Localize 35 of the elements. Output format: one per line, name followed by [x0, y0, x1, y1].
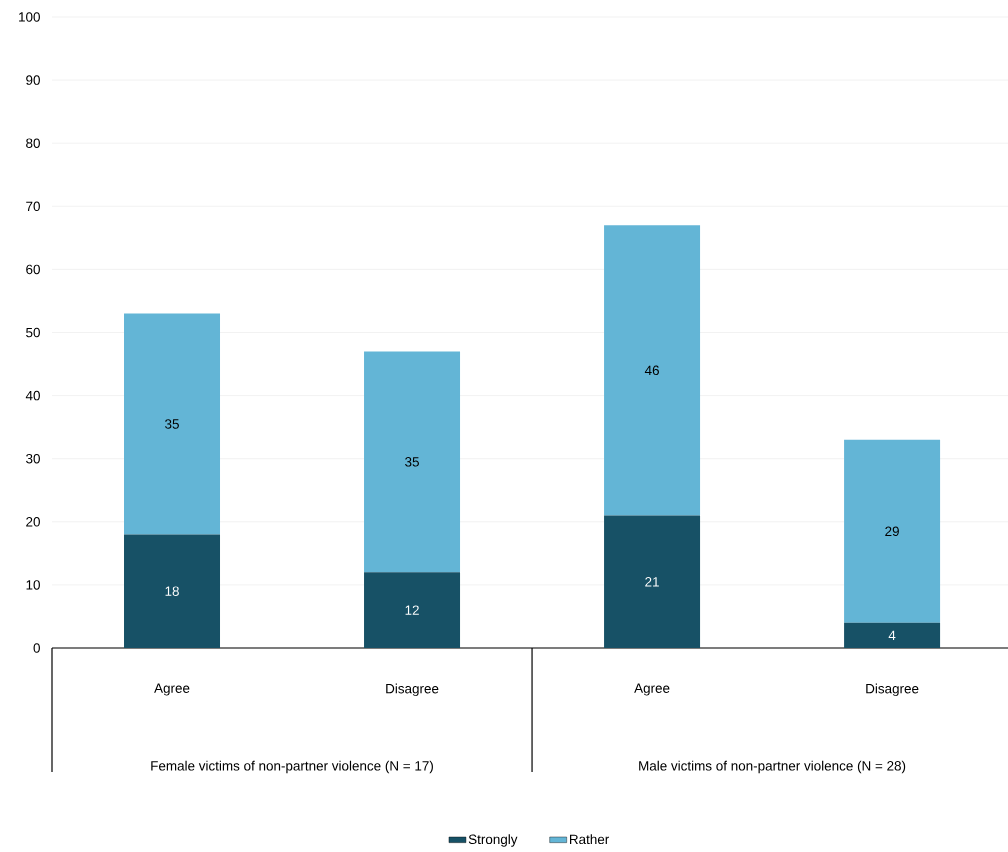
y-tick-label: 70: [26, 201, 40, 212]
x-tick-label: Agree: [154, 683, 190, 696]
data-label: 12: [405, 605, 419, 615]
data-label: 46: [644, 365, 659, 376]
bar: [604, 225, 701, 516]
data-label: 35: [405, 457, 419, 467]
bar: [604, 515, 701, 648]
y-tick-label: 10: [26, 580, 40, 590]
y-tick-label: 100: [19, 12, 40, 22]
data-label: 35: [165, 419, 179, 429]
bar: [844, 439, 941, 623]
y-tick-label: 30: [26, 453, 40, 464]
bar: [124, 534, 221, 648]
x-tick-label: Disagree: [866, 683, 919, 697]
text: Male victims of non-partner violence (N = 28): [639, 760, 906, 774]
x-tick-label: Disagree: [386, 683, 439, 697]
data-label: 18: [165, 586, 179, 596]
x-tick-label: Agree: [634, 683, 670, 696]
bar: [364, 572, 461, 648]
y-tick-label: 50: [26, 327, 40, 338]
y-tick-label: 90: [26, 75, 40, 85]
y-tick-label: 60: [26, 264, 40, 275]
bar: [124, 313, 221, 535]
y-tick-label: 0: [33, 643, 40, 653]
data-label: 29: [885, 526, 899, 537]
y-tick-label: 40: [25, 390, 40, 401]
data-label: 4: [888, 630, 896, 640]
y-tick-label: 80: [26, 138, 40, 148]
legend-label: Rather: [570, 834, 610, 845]
data-label: 21: [645, 577, 659, 587]
bar: [844, 622, 941, 648]
text: Female victims of non-partner violence (N = 17): [151, 760, 433, 774]
bar: [364, 351, 461, 573]
y-tick-label: 20: [26, 517, 40, 527]
legend-label: Strongly: [468, 834, 518, 847]
